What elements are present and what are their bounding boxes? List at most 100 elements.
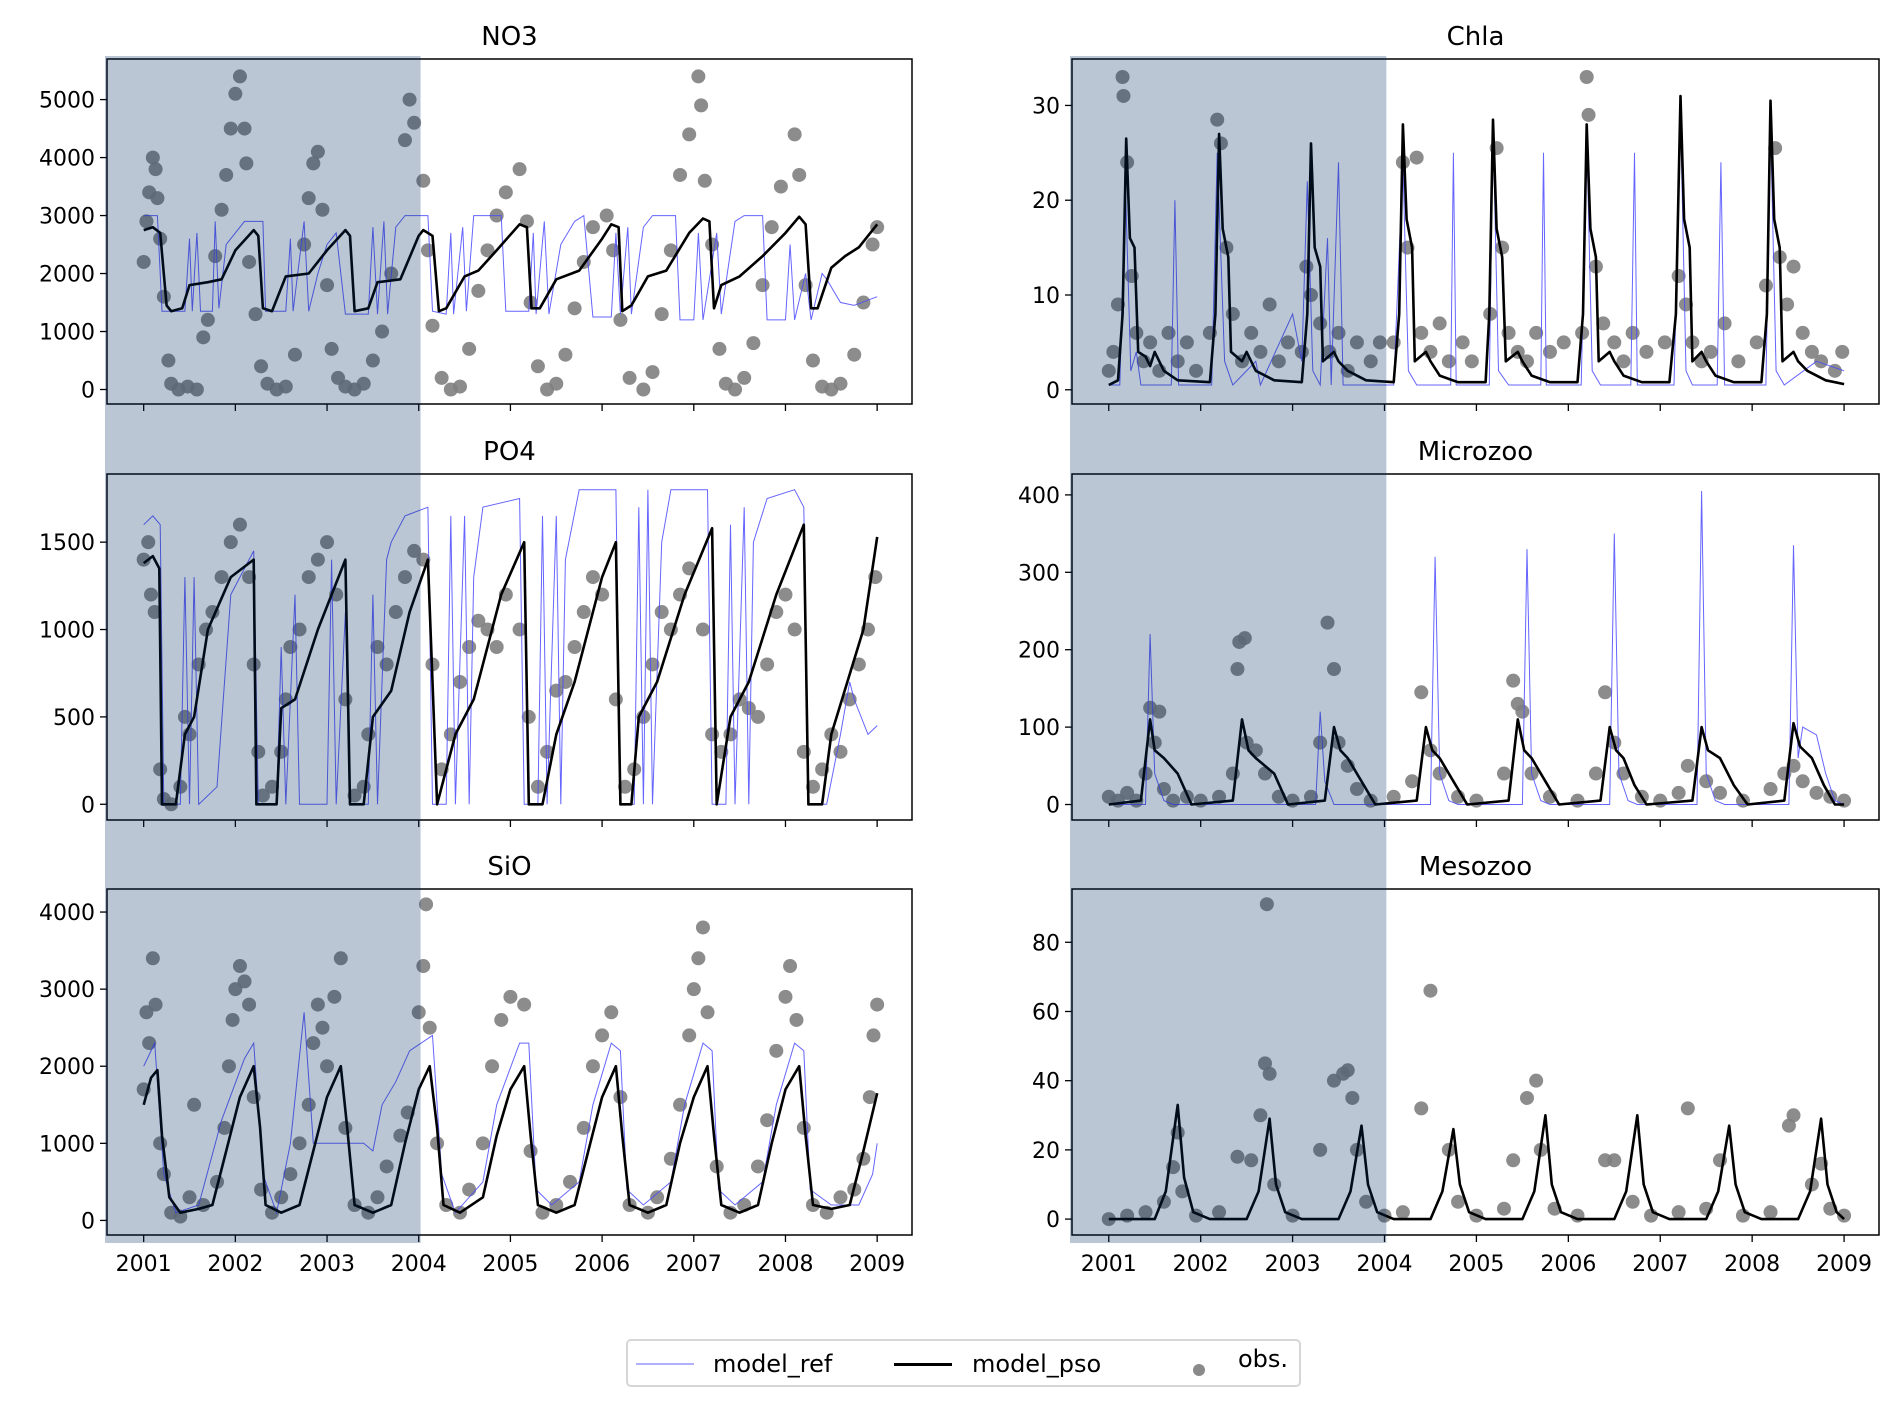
obs-point — [1340, 1063, 1355, 1078]
obs-point — [576, 1120, 591, 1135]
obs-point — [1827, 363, 1842, 378]
panel-mesozoo: 0 20 40 60 80 2001 2002 2003 2004 2005 2006 2007 200… — [1032, 852, 1880, 1277]
obs-point — [1515, 704, 1530, 719]
obs-point — [397, 133, 412, 148]
obs-point — [783, 959, 798, 974]
obs-point — [1506, 673, 1521, 688]
obs-point — [1496, 766, 1511, 781]
model-pso-line — [1108, 718, 1845, 806]
legend-model-pso-swatch — [894, 1363, 952, 1366]
obs-point — [549, 683, 564, 698]
obs-point — [613, 312, 628, 327]
obs-point — [540, 744, 555, 759]
panel-title: Mesozoo — [1419, 852, 1532, 882]
obs-point — [338, 1120, 353, 1135]
y-tick-label: 0 — [81, 1209, 95, 1234]
obs-point — [613, 1090, 628, 1105]
obs-point — [1519, 1090, 1534, 1105]
obs-point — [232, 959, 247, 974]
obs-point — [1529, 325, 1544, 340]
obs-point — [356, 376, 371, 391]
obs-point — [407, 115, 422, 130]
obs-point — [847, 347, 862, 362]
obs-point — [606, 243, 621, 258]
obs-point — [320, 1059, 335, 1074]
panel-chla: 0 10 20 30 Chla — [1032, 22, 1880, 411]
x-tick-label: 2005 — [1448, 1252, 1504, 1277]
obs-point — [489, 640, 504, 654]
obs-point — [1780, 297, 1795, 312]
obs-point — [650, 1190, 665, 1205]
obs-point — [778, 587, 793, 602]
obs-point — [1809, 785, 1824, 800]
obs-point — [1455, 335, 1470, 350]
obs-point — [1152, 704, 1167, 719]
x-tick-label: 2001 — [1081, 1252, 1137, 1277]
model-pso-line — [142, 1064, 879, 1214]
obs-point — [521, 709, 536, 724]
obs-point — [1262, 297, 1277, 312]
obs-point — [773, 179, 788, 194]
obs-point — [1795, 774, 1810, 789]
obs-point — [1441, 354, 1456, 369]
obs-point — [1598, 685, 1613, 700]
obs-point — [287, 347, 302, 362]
model-pso-line — [1108, 1103, 1845, 1221]
x-tick-label: 2003 — [299, 1252, 355, 1277]
panel-no3: 0 1000 2000 3000 4000 5000 NO3 — [39, 22, 913, 411]
obs-point — [1814, 354, 1829, 369]
obs-point — [865, 237, 880, 252]
obs-point — [1271, 354, 1286, 369]
obs-point — [712, 341, 727, 356]
obs-point — [375, 324, 390, 339]
obs-point — [1653, 793, 1668, 808]
obs-point — [746, 336, 761, 351]
obs-point — [1313, 1142, 1328, 1157]
obs-point — [1731, 354, 1746, 369]
obs-point — [1253, 1108, 1268, 1123]
obs-point — [682, 127, 697, 142]
panel-po4: 0 500 1000 1500 PO4 — [39, 437, 913, 827]
obs-point — [214, 202, 229, 217]
obs-point — [1596, 316, 1611, 331]
model-ref-line — [143, 214, 878, 321]
obs-point — [327, 989, 342, 1004]
model-ref-line — [1108, 114, 1845, 387]
obs-point — [750, 1159, 765, 1174]
obs-point — [1671, 1205, 1686, 1220]
obs-point — [393, 1128, 408, 1143]
axes-frame — [106, 58, 913, 405]
obs-point — [1464, 354, 1479, 369]
y-tick-label: 40 — [1032, 1070, 1060, 1095]
model-pso-line — [143, 215, 879, 313]
obs-point — [182, 1190, 197, 1205]
y-tick-label: 1000 — [39, 321, 95, 346]
obs-point — [452, 674, 467, 689]
obs-point — [144, 587, 159, 602]
obs-point — [148, 162, 163, 177]
obs-point — [1212, 1205, 1227, 1220]
obs-point — [462, 341, 477, 356]
obs-point — [232, 69, 247, 84]
obs-point — [498, 185, 513, 200]
obs-point — [805, 779, 820, 794]
obs-point — [1138, 766, 1153, 781]
y-tick-label: 100 — [1018, 716, 1060, 741]
obs-point — [1542, 344, 1557, 359]
y-tick-label: 400 — [1018, 484, 1060, 509]
obs-point — [604, 1005, 619, 1020]
legend-obs-label: obs. — [1238, 1345, 1289, 1373]
obs-point — [503, 989, 518, 1004]
obs-point — [200, 312, 215, 327]
y-tick-label: 200 — [1018, 639, 1060, 664]
obs-point — [1349, 335, 1364, 350]
obs-point — [1763, 782, 1778, 797]
obs-point — [228, 86, 243, 101]
obs-point — [750, 709, 765, 724]
obs-point — [645, 365, 660, 380]
obs-point — [686, 982, 701, 997]
y-tick-label: 2000 — [39, 263, 95, 288]
obs-point — [420, 243, 435, 258]
obs-point — [356, 779, 371, 794]
obs-point — [411, 1005, 426, 1020]
